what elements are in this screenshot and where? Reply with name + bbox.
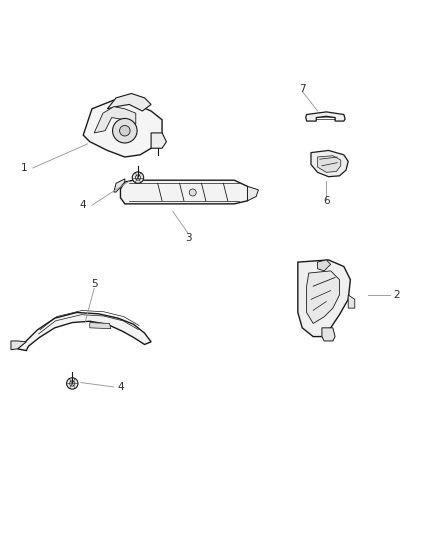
Polygon shape: [151, 133, 166, 148]
Polygon shape: [306, 112, 345, 121]
Polygon shape: [348, 295, 355, 308]
Text: 6: 6: [323, 196, 330, 206]
Polygon shape: [107, 93, 151, 111]
Text: 3: 3: [185, 233, 192, 243]
Circle shape: [113, 118, 137, 143]
Polygon shape: [318, 156, 341, 172]
Polygon shape: [120, 180, 252, 204]
Circle shape: [132, 172, 144, 183]
Text: 4: 4: [117, 382, 124, 392]
Polygon shape: [247, 187, 258, 201]
Polygon shape: [83, 100, 162, 157]
Polygon shape: [18, 312, 151, 351]
Text: 2: 2: [393, 290, 400, 300]
Polygon shape: [307, 271, 339, 324]
Polygon shape: [311, 150, 348, 177]
Polygon shape: [94, 107, 136, 133]
Polygon shape: [298, 260, 350, 336]
Text: 7: 7: [299, 84, 306, 94]
Polygon shape: [318, 260, 331, 271]
Text: 4: 4: [80, 200, 87, 210]
Polygon shape: [11, 341, 26, 350]
Polygon shape: [90, 322, 111, 329]
Circle shape: [189, 189, 196, 196]
Text: 1: 1: [21, 163, 28, 173]
Polygon shape: [322, 328, 335, 341]
Polygon shape: [114, 179, 125, 192]
Circle shape: [67, 378, 78, 389]
Circle shape: [120, 125, 130, 136]
Text: 5: 5: [91, 279, 98, 289]
